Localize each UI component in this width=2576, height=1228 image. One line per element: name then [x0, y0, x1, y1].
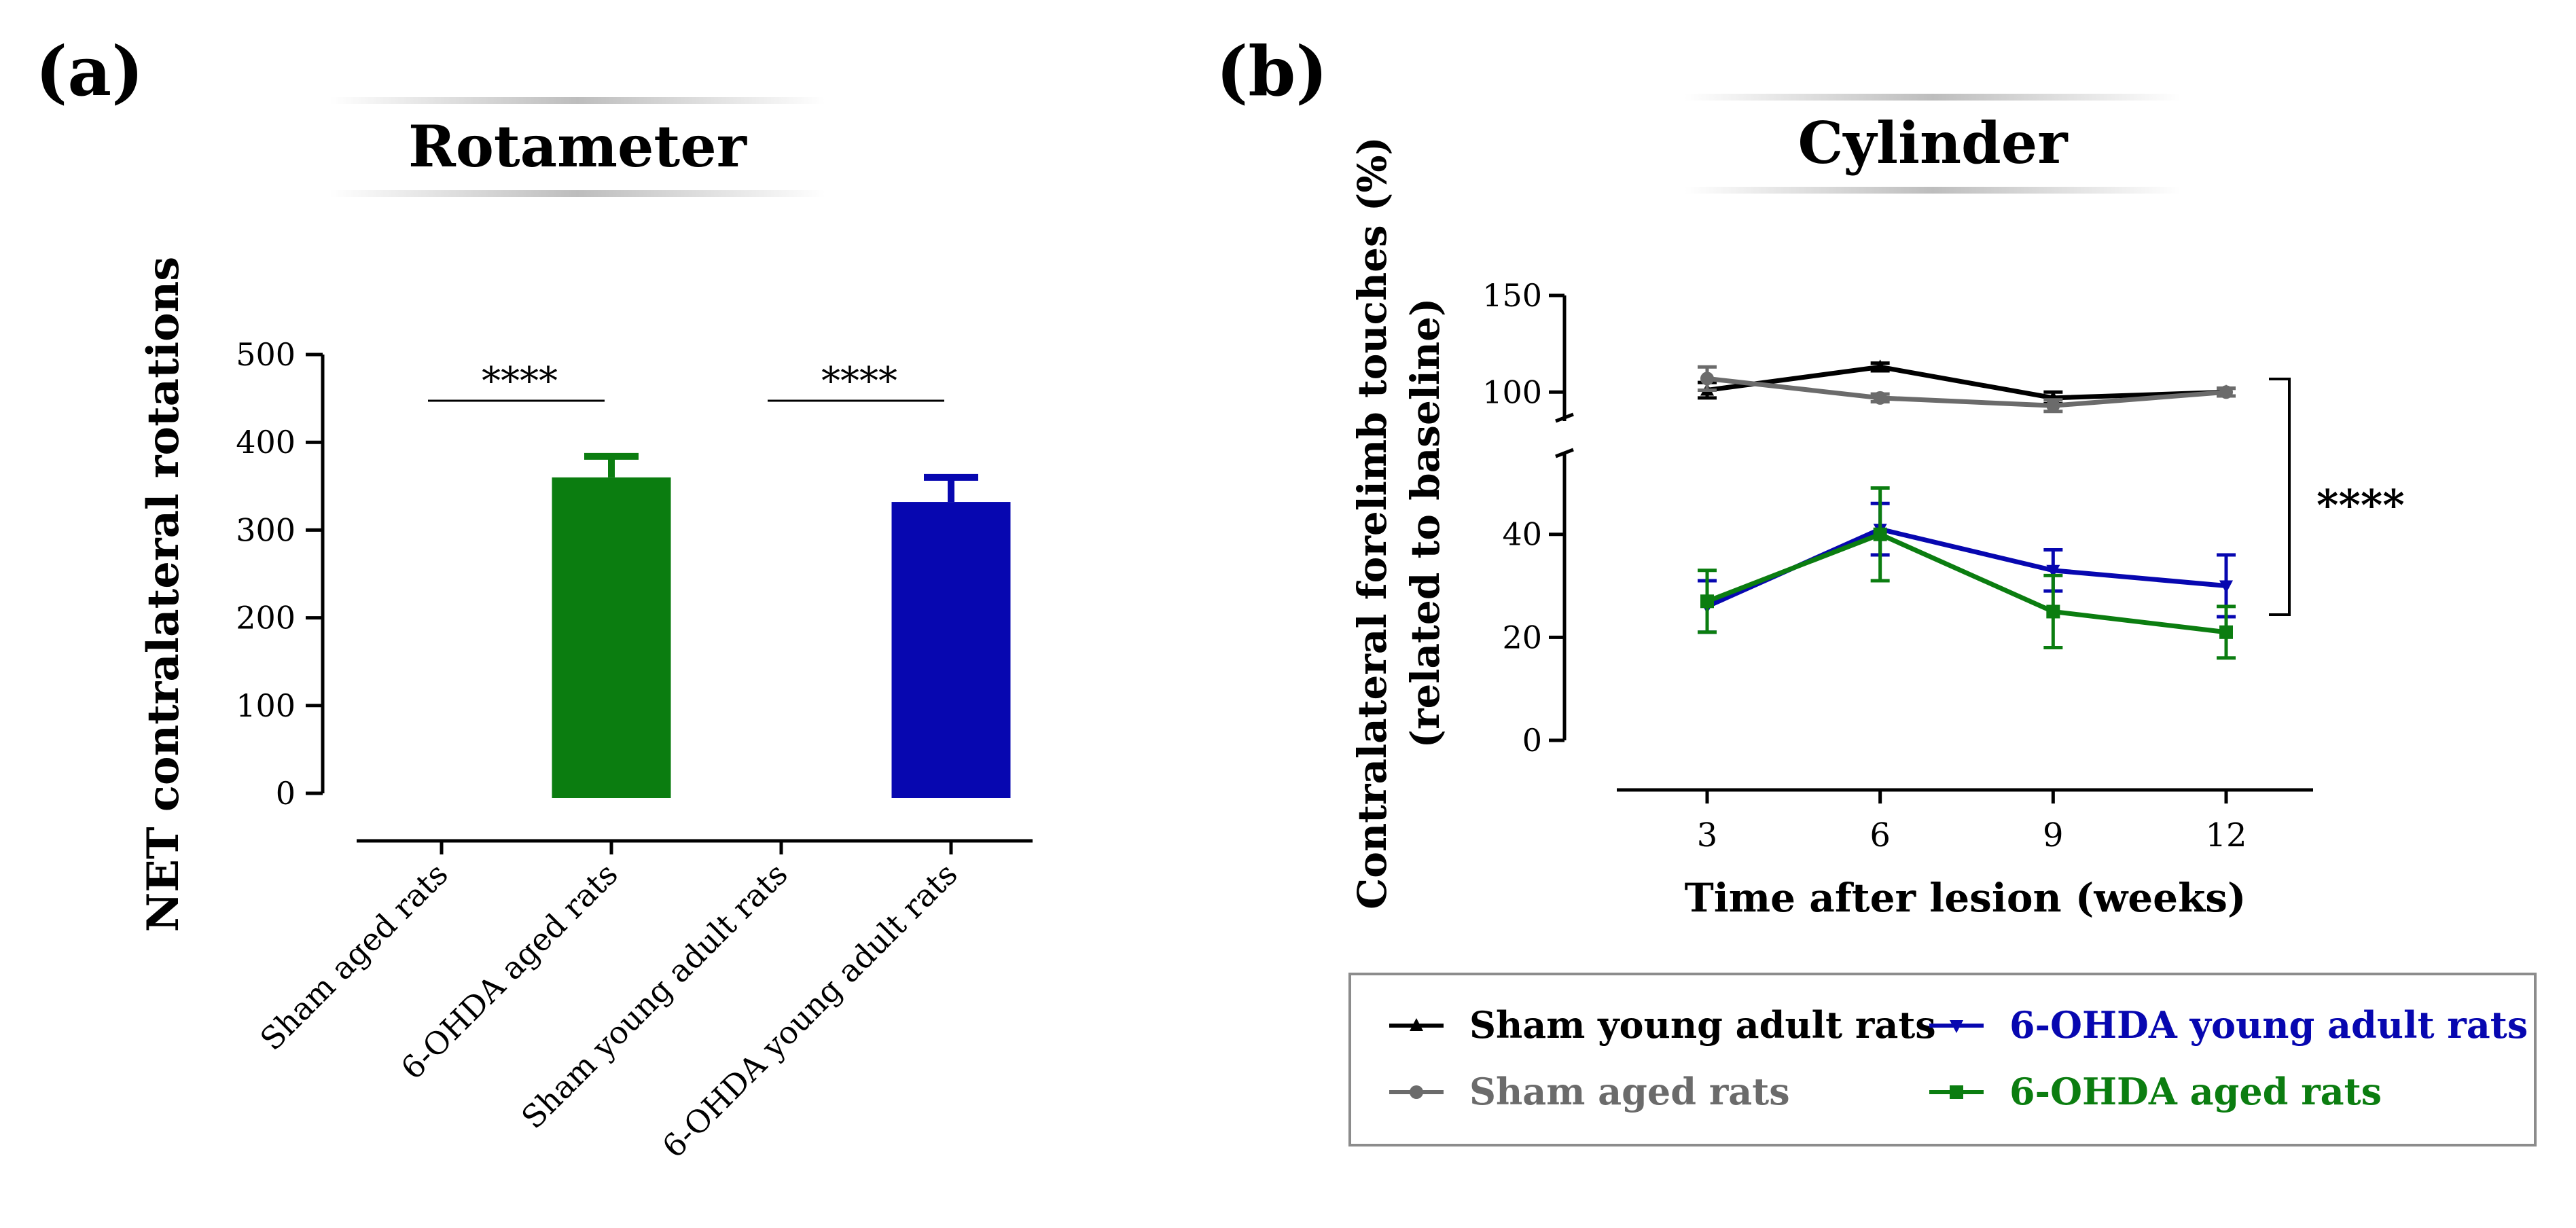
- panel-a-label: (a): [35, 31, 143, 111]
- rotameter-significance-label: ****: [482, 359, 558, 403]
- cylinder-x-tick-label: 9: [2043, 816, 2064, 854]
- cylinder-title: Cylinder: [1798, 109, 2069, 177]
- cylinder-y-axis-label-line1: Contralateral forelimb touches (%): [1349, 137, 1395, 909]
- legend-marker: [1950, 1085, 1963, 1099]
- cylinder-legend: Sham young adult rats Sham aged rats 6-OHD…: [1348, 973, 2537, 1146]
- rotameter-x-tick-label: Sham aged rats: [253, 856, 454, 1058]
- cylinder-y-tick-label: 20: [1502, 619, 1542, 655]
- legend-item-sham-young-adult-rats: Sham young adult rats: [1389, 1003, 1936, 1047]
- cylinder-point: [2046, 564, 2060, 578]
- legend-marker: [1950, 1020, 1963, 1033]
- cylinder-point: [1873, 391, 1887, 405]
- cylinder-x-axis-label: Time after lesion (weeks): [1685, 875, 2247, 921]
- cylinder-title-band-top: [1685, 94, 2181, 101]
- cylinder-line-6-ohda-young-adult-rats: [1706, 526, 2227, 609]
- cylinder-point: [2046, 399, 2060, 413]
- rotameter-title-band-bottom: [329, 190, 825, 197]
- cylinder-point: [1700, 372, 1714, 386]
- cylinder-y-tick-label: 150: [1482, 277, 1542, 314]
- legend-item-6-ohda-young-adult-rats: 6-OHDA young adult rats: [1929, 1003, 2528, 1047]
- rotameter-title-band-top: [329, 97, 825, 104]
- cylinder-title-band-bottom: [1685, 187, 2181, 194]
- rotameter-significance-label: ****: [821, 359, 897, 403]
- cylinder-line-6-ohda-aged-rats: [1706, 531, 2227, 635]
- panel-b-label: (b): [1216, 31, 1328, 111]
- legend-item-6-ohda-aged-rats: 6-OHDA aged rats: [1929, 1070, 2382, 1113]
- cylinder-line-sham-aged-rats: [1706, 376, 2227, 408]
- rotameter-y-tick-label: 300: [236, 511, 296, 548]
- rotameter-y-tick-label: 200: [236, 600, 296, 636]
- legend-label: 6-OHDA young adult rats: [2009, 1003, 2528, 1047]
- legend-label: 6-OHDA aged rats: [2009, 1070, 2382, 1113]
- cylinder-point: [1873, 359, 1887, 373]
- cylinder-point: [1873, 527, 1887, 541]
- cylinder-point: [2219, 625, 2233, 639]
- legend-label: Sham young adult rats: [1469, 1003, 1936, 1047]
- cylinder-series-sham-aged-rats: [1698, 365, 2236, 414]
- cylinder-point: [2219, 385, 2233, 399]
- rotameter-x-tick-label: 6-OHDA young adult rats: [655, 856, 965, 1166]
- rotameter-y-tick-label: 100: [236, 687, 296, 724]
- cylinder-y-tick-label: 0: [1522, 722, 1542, 759]
- cylinder-y-tick-label: 40: [1502, 516, 1542, 553]
- rotameter-y-tick-label: 0: [276, 775, 296, 812]
- rotameter-y-axis-label: NET contralateral rotations: [138, 257, 189, 933]
- rotameter-chart: Rotameter NET contralateral rotations 0 1…: [138, 97, 1033, 1165]
- legend-marker: [1410, 1018, 1423, 1031]
- cylinder-y-axis-label-line2: (related to baseline): [1402, 298, 1448, 748]
- rotameter-y-tick-label: 400: [236, 424, 296, 460]
- cylinder-significance-label: ****: [2316, 480, 2405, 530]
- cylinder-x-tick-label: 12: [2205, 816, 2247, 854]
- rotameter-y-tick-label: 500: [236, 336, 296, 373]
- cylinder-x-tick-label: 3: [1697, 816, 1718, 854]
- rotameter-bar-6-ohda-aged-rats: [552, 477, 671, 798]
- cylinder-x-tick-label: 6: [1870, 816, 1891, 854]
- legend-item-sham-aged-rats: Sham aged rats: [1389, 1070, 1790, 1113]
- cylinder-series-6-ohda-aged-rats: [1698, 486, 2236, 660]
- rotameter-title: Rotameter: [408, 113, 748, 180]
- cylinder-point: [1700, 594, 1714, 609]
- cylinder-point: [2219, 580, 2233, 594]
- cylinder-significance-bracket: [2269, 378, 2291, 616]
- cylinder-chart: Cylinder Contralateral forelimb touches …: [1349, 94, 2405, 921]
- cylinder-point: [2046, 604, 2060, 619]
- cylinder-line-sham-young-adult-rats: [1706, 364, 2227, 401]
- legend-box: [1348, 973, 2537, 1146]
- axis-break-mark-upper: [1555, 412, 1574, 423]
- cylinder-series-6-ohda-young-adult-rats: [1698, 501, 2236, 634]
- legend-label: Sham aged rats: [1469, 1070, 1790, 1113]
- rotameter-bar-6-ohda-young-adult-rats: [891, 502, 1011, 798]
- legend-marker: [1410, 1085, 1423, 1099]
- cylinder-y-tick-label: 100: [1482, 374, 1542, 410]
